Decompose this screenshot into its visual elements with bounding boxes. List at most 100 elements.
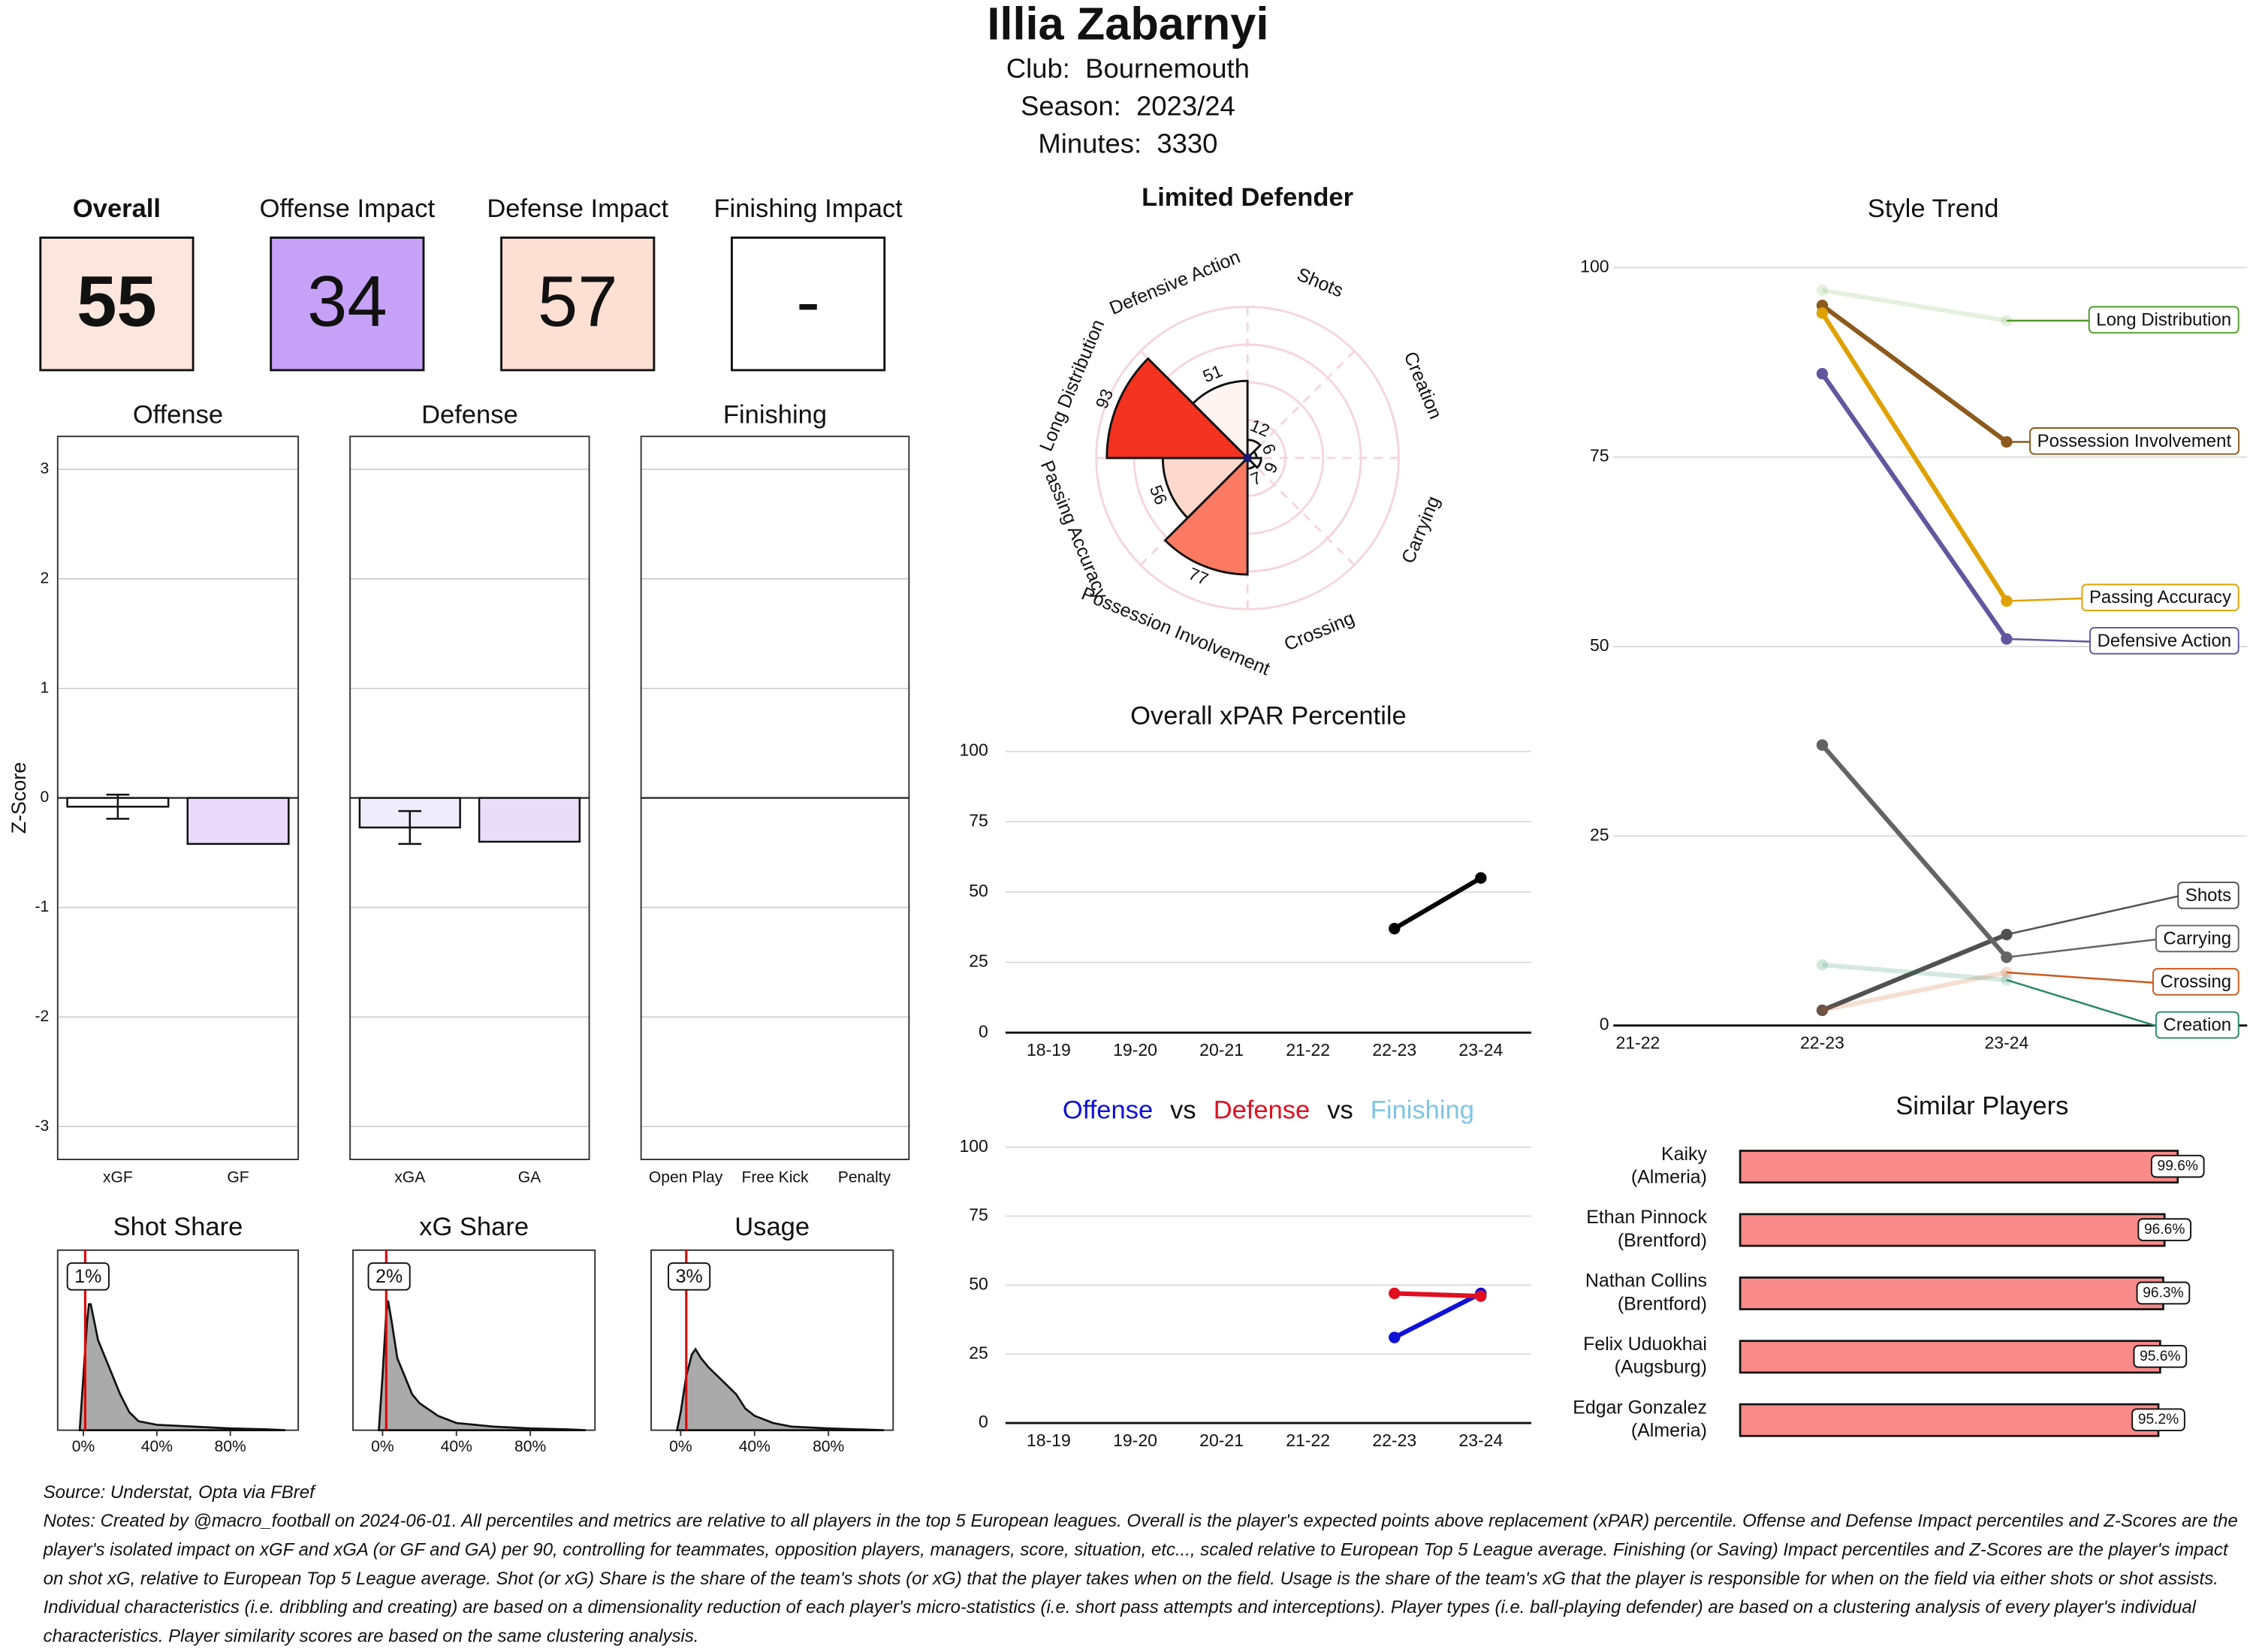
series-end-label: Passing Accuracy [2089,587,2231,607]
value-label-box [2133,1345,2188,1368]
series-point [1816,307,1829,319]
legend-entry: Defense [1214,1096,1310,1125]
y-axis-label: Z-Score [8,762,30,834]
tile-box [731,237,886,372]
tile-label: Finishing Impact [713,194,903,223]
series-point [2001,974,2013,986]
value-label-box [2137,1218,2192,1241]
series-end-label: Possession Involvement [2037,431,2232,451]
series-line [1394,1291,1481,1299]
chart-title: Limited Defender [1142,183,1353,212]
tile-box [39,237,195,372]
minutes: Minutes: 3330 [1038,128,1217,158]
x-tick-label: Open Play [649,1169,723,1186]
bar [1739,1403,2160,1437]
y-tick-label: 0 [41,788,50,806]
chart-title: xG Share [419,1213,529,1241]
y-tick-label: -1 [35,898,50,915]
legend-title: Offense vs Defense vs Finishing [1063,1096,1474,1125]
value-label: 96.3% [2143,1285,2183,1301]
marker-label: 1% [74,1266,101,1287]
x-tick-label: 18-19 [1027,1040,1071,1060]
y-tick-label: -2 [35,1008,50,1025]
x-tick-label: 80% [215,1438,246,1455]
x-tick-label: 0% [669,1438,692,1455]
series-point [1816,739,1829,751]
tile-value: - [796,261,820,342]
series-end-label: Long Distribution [2096,309,2231,330]
label-connector [2006,938,2157,959]
y-tick-label: 0 [1600,1014,1609,1034]
polar-value-label: 51 [1200,360,1226,386]
series-line [1393,1291,1482,1340]
tile-label: Defense Impact [487,194,668,223]
series-line [1821,932,2008,1013]
x-tick-label: 0% [72,1438,95,1455]
x-tick-label: Penalty [838,1169,891,1186]
series-line [1820,303,2008,444]
value-label-box [2136,1281,2191,1305]
y-tick-label: 75 [969,1205,988,1225]
series-line [1820,312,2009,603]
series-point [1475,872,1487,884]
legend-separator: vs [1327,1096,1353,1125]
chart-title: Offense [133,400,223,429]
player-name: Felix Uduokhai [1583,1334,1707,1355]
series-point [1816,367,1829,380]
series-point [1816,1004,1829,1017]
x-tick-label: 20-21 [1199,1040,1244,1060]
player-club: (Almeria) [1631,1167,1707,1188]
series-line [1393,876,1482,931]
y-tick-label: 50 [969,1274,988,1293]
player-name: Ethan Pinnock [1586,1207,1707,1228]
series-point [1475,1290,1487,1302]
tile-value: 34 [307,261,388,342]
chart-title: Style Trend [1868,194,1999,223]
player-name: Edgar Gonzalez [1573,1397,1707,1418]
y-tick-label: 100 [1580,256,1609,276]
x-tick-label: 19-20 [1113,1040,1157,1060]
series-line [1821,969,2007,1013]
marker-label-box [66,1262,110,1291]
series-end-label-box [2081,583,2239,612]
x-tick-label: 23-24 [1985,1033,2029,1053]
tile-value: 55 [77,261,157,342]
series-point [1389,1287,1401,1300]
x-tick-label: 21-22 [1286,1430,1330,1450]
y-tick-label: 50 [1590,635,1609,655]
y-tick-label: 25 [969,1343,988,1362]
label-connector [2006,638,2091,643]
series-end-label: Crossing [2161,972,2232,992]
tile-box [500,237,656,372]
x-tick-label: 40% [141,1438,173,1455]
polar-category-label: Carrying [1398,493,1444,567]
y-tick-label: 75 [1590,446,1609,466]
chart-title: Usage [734,1213,810,1241]
series-point [1816,1004,1829,1017]
x-tick-label: 22-23 [1372,1040,1416,1060]
legend-entry: Offense [1063,1096,1153,1125]
season: Season: 2023/24 [1021,90,1235,121]
y-tick-label: 1 [41,679,50,696]
density-area [78,1303,286,1431]
polar-center [1243,454,1252,463]
bar [1739,1340,2161,1374]
y-tick-label: 100 [959,740,988,760]
tile-value: 57 [538,261,618,342]
footer-text: Source: Understat, Opta via FBref Notes:… [44,1478,2245,1650]
bar [1739,1276,2164,1310]
x-tick-label: 80% [813,1438,844,1455]
polar-wedge [1163,455,1249,576]
series-end-label: Defensive Action [2098,631,2232,651]
x-tick-label: 23-24 [1458,1430,1503,1450]
chart-title: Defense [421,400,518,429]
y-tick-label: 25 [969,951,988,971]
label-connector [2006,597,2083,602]
x-tick-label: xGA [394,1169,426,1186]
x-tick-label: GF [227,1169,249,1186]
player-name: Kaiky [1661,1144,1707,1165]
bar [1739,1213,2166,1247]
x-tick-label: GA [518,1169,541,1186]
series-end-label-box [2177,882,2239,909]
